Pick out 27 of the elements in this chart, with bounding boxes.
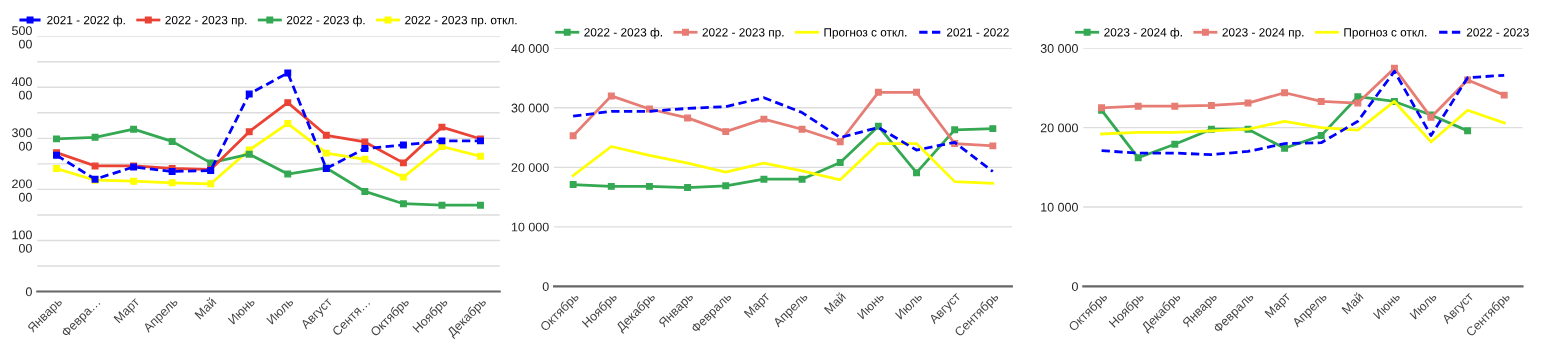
y-tick-label: 20 000 (511, 163, 549, 172)
legend-label: 2022 - 2023 ф. (286, 15, 365, 27)
y-tick-label: 400 00 (11, 77, 32, 100)
legend-label: 2021 - 2022 (946, 28, 1009, 37)
y-tick-label: 20 000 (1040, 123, 1078, 133)
y-tick-label: 500 00 (12, 26, 32, 49)
y-tick-label: 30 000 (1040, 44, 1078, 53)
legend-label: 2022 - 2023 пр. (165, 15, 247, 27)
legend-label: 2021 - 2022 ф. (47, 15, 125, 27)
y-tick-label: 0 (25, 287, 32, 297)
y-tick-label: 300 00 (12, 128, 32, 151)
legend-label: Прогноз с откл. (1344, 28, 1427, 39)
legend-label: Прогноз с откл. (824, 28, 907, 39)
legend-label: 2023 - 2024 пр. (1222, 28, 1304, 39)
y-tick-label: 10 000 (511, 222, 549, 232)
legend-label: 2022 - 2023 (1466, 28, 1529, 37)
y-tick-label: 0 (542, 282, 549, 291)
legend-label: 2022 - 2023 пр. откл. (405, 15, 517, 27)
y-tick-label: 10 000 (1041, 202, 1078, 212)
legend-label: 2022 - 2023 пр. (702, 28, 784, 39)
legend-label: 2023 - 2024 ф. (1104, 27, 1182, 39)
y-tick-label: 40 000 (511, 44, 549, 53)
y-tick-label: 30 000 (511, 103, 549, 113)
y-tick-label: 200 00 (12, 179, 32, 202)
legend-label: 2022 - 2023 ф. (584, 27, 662, 39)
y-tick-label: 0 (1071, 282, 1078, 291)
y-tick-label: 100 00 (12, 230, 32, 253)
